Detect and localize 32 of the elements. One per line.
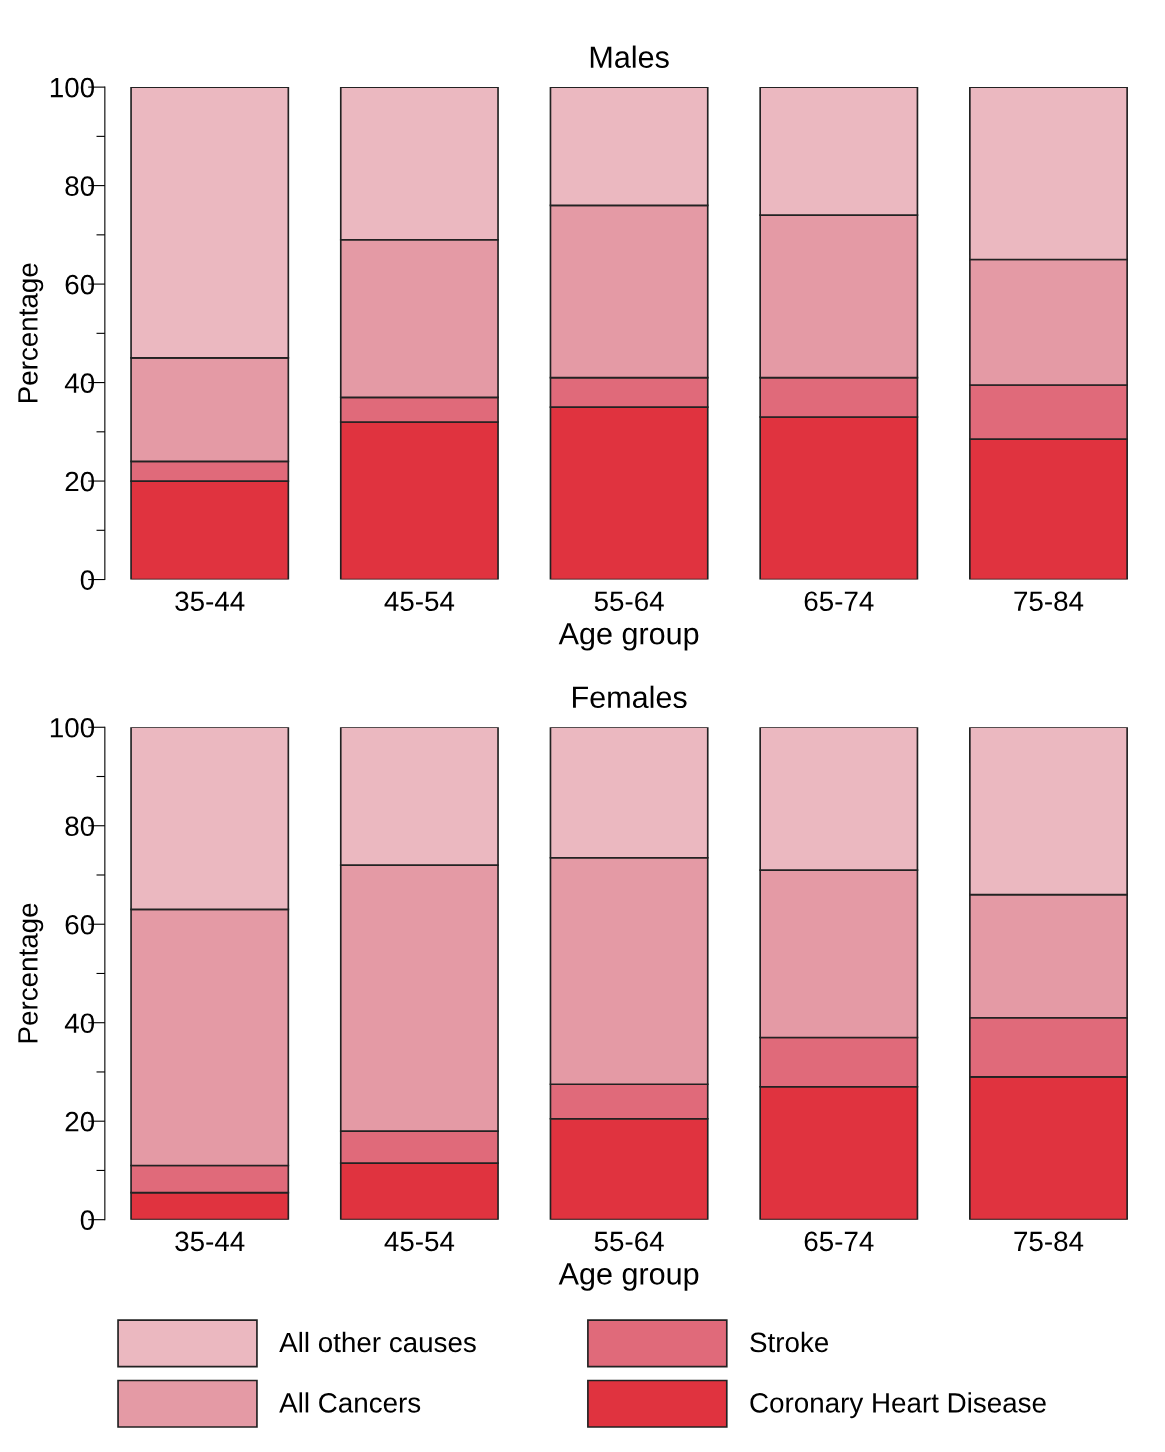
chart-title: Males <box>590 45 669 68</box>
y-axis-title: Percentage <box>18 263 44 403</box>
legend-label: Coronary Heart Disease <box>750 1392 1046 1419</box>
x-tick-label: 45-54 <box>384 591 455 612</box>
y-tick-label: 100 <box>50 77 95 98</box>
x-tick-label: 35-44 <box>175 591 245 612</box>
y-tick-label: 40 <box>64 1013 95 1034</box>
x-tick-label: 65-74 <box>804 591 874 612</box>
legend-label: Stroke <box>750 1331 829 1353</box>
x-tick-label: 65-74 <box>804 1231 874 1252</box>
y-tick-label: 100 <box>50 717 95 738</box>
x-tick-label: 55-64 <box>594 1231 664 1252</box>
y-tick-label: 60 <box>65 914 95 935</box>
y-axis-title: Percentage <box>18 903 44 1043</box>
x-tick-label: 45-54 <box>384 1231 455 1252</box>
x-tick-label: 55-64 <box>594 591 664 612</box>
chart-title: Females <box>573 685 687 709</box>
legend-label: All Cancers <box>279 1392 421 1413</box>
y-tick-label: 20 <box>65 1111 95 1132</box>
y-tick-label: 0 <box>80 1210 95 1231</box>
y-tick-label: 60 <box>65 274 95 295</box>
x-axis-title: Age group <box>558 623 699 651</box>
y-tick-label: 20 <box>65 471 95 492</box>
x-tick-label: 35-44 <box>175 1231 245 1252</box>
y-tick-label: 80 <box>65 176 95 196</box>
y-tick-label: 0 <box>80 570 95 590</box>
x-tick-label: 75-84 <box>1014 591 1084 612</box>
y-tick-label: 40 <box>64 373 95 393</box>
x-axis-title: Age group <box>558 1263 699 1291</box>
y-tick-label: 80 <box>65 816 95 837</box>
x-tick-label: 75-84 <box>1014 1231 1084 1252</box>
legend-label: All other causes <box>279 1331 476 1353</box>
